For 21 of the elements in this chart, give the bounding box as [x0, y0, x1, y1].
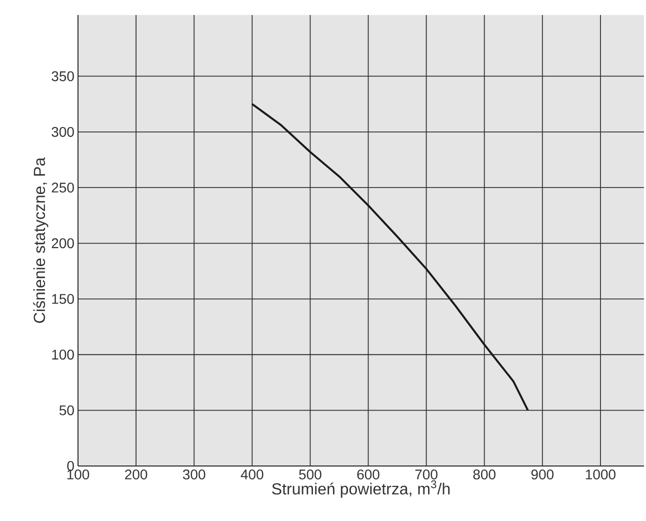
y-tick-label: 100 [52, 350, 74, 360]
y-tick-label: 350 [52, 71, 74, 82]
x-tick-label: 400 [240, 470, 264, 480]
x-tick-label: 700 [415, 470, 438, 480]
x-tick-label: 1000 [586, 470, 616, 480]
y-tick-label: 150 [52, 294, 74, 304]
y-tick-label: 300 [52, 126, 74, 137]
y-tick-label: 200 [52, 238, 74, 248]
x-tick-label: 300 [182, 470, 206, 480]
x-tick-label: 500 [299, 470, 322, 480]
x-tick-label: 100 [67, 470, 90, 480]
y-axis-title: Ciśnienie statyczne, Pa [33, 157, 48, 323]
y-tick-label: 250 [52, 182, 74, 193]
x-tick-label: 800 [473, 470, 496, 480]
x-tick-label: 900 [531, 470, 554, 480]
y-tick-label: 0 [67, 461, 74, 471]
x-tick-label: 600 [357, 470, 380, 480]
line-series [251, 103, 529, 412]
x-tick-label: 200 [125, 470, 148, 480]
y-tick-label: 50 [59, 405, 74, 416]
x-axis-title: Strumień powietrza, m$^{3}$/h [272, 480, 450, 498]
